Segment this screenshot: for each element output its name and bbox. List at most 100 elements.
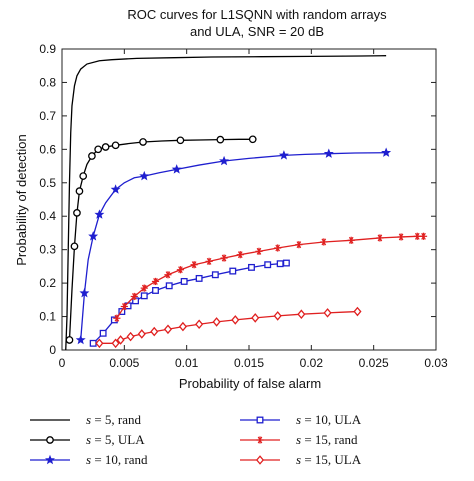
chart-title-line-2: and ULA, SNR = 20 dB <box>190 24 324 39</box>
data-point <box>94 145 103 154</box>
legend-label: s = 5, rand <box>86 412 141 427</box>
x-tick-label: 0.005 <box>109 356 139 370</box>
data-point <box>220 254 228 262</box>
x-tick-label: 0.01 <box>175 356 199 370</box>
legend-item: s = 15, ULA <box>240 452 362 467</box>
data-point <box>212 317 221 327</box>
legend-item: s = 5, rand <box>30 412 141 427</box>
data-point <box>320 238 328 246</box>
data-point <box>347 236 355 244</box>
data-point <box>150 326 159 337</box>
data-point <box>397 233 405 241</box>
legend-marker <box>256 416 264 424</box>
legend-item: s = 5, ULA <box>30 432 145 447</box>
plot-area <box>61 48 437 351</box>
data-point <box>171 164 182 174</box>
legend-item: s = 15, rand <box>240 432 358 447</box>
data-point <box>229 267 237 275</box>
legend-label: s = 5, ULA <box>86 432 145 447</box>
data-point <box>75 187 84 195</box>
data-point <box>126 331 135 342</box>
data-point <box>278 150 289 160</box>
y-tick-label: 0.8 <box>39 75 56 89</box>
series-s-5-ula <box>65 135 257 344</box>
data-point <box>353 306 362 317</box>
x-tick-label: 0.02 <box>300 356 324 370</box>
data-point <box>111 338 120 349</box>
data-point <box>295 241 303 249</box>
data-point <box>180 277 188 285</box>
data-point <box>419 232 428 240</box>
data-point <box>264 261 272 269</box>
data-point <box>139 170 150 181</box>
legend-label: s = 15, ULA <box>296 452 362 467</box>
data-point <box>79 172 88 180</box>
legend-label: s = 10, ULA <box>296 412 362 427</box>
data-point <box>130 292 138 301</box>
y-tick-label: 0.2 <box>39 276 56 290</box>
series-s-15-ula <box>95 306 362 349</box>
data-point <box>110 184 121 194</box>
data-point <box>151 277 160 286</box>
data-point <box>140 292 148 300</box>
data-point <box>274 244 282 252</box>
data-point <box>88 152 96 160</box>
data-point <box>190 261 198 269</box>
data-point <box>65 336 74 344</box>
y-tick-label: 0.9 <box>39 42 56 56</box>
data-point <box>216 135 225 144</box>
y-tick-label: 0.3 <box>39 243 56 257</box>
legend-label: s = 10, rand <box>86 452 148 467</box>
y-tick-label: 0.6 <box>39 142 56 156</box>
x-tick-label: 0.015 <box>234 356 264 370</box>
data-point <box>116 335 125 345</box>
series-s-15-rand <box>113 232 428 322</box>
data-point <box>205 257 213 265</box>
data-point <box>88 231 99 241</box>
data-point <box>73 209 81 217</box>
series-s-10-ula <box>89 259 290 347</box>
data-point <box>297 309 306 320</box>
data-point <box>70 242 79 251</box>
data-point <box>248 263 255 271</box>
data-point <box>178 321 187 332</box>
legend-label: s = 15, rand <box>296 432 358 447</box>
legend: s = 5, rand s = 5, ULA s = 10, rand s = 10,… <box>30 412 362 467</box>
data-point <box>113 314 121 322</box>
legend-marker <box>256 436 264 444</box>
series-line-s-15-rand <box>116 235 424 319</box>
data-point <box>195 319 204 330</box>
legend-marker <box>255 455 265 465</box>
y-tick-label: 0.7 <box>39 109 56 123</box>
legend-item: s = 10, rand <box>30 452 148 467</box>
data-point <box>163 324 173 335</box>
data-point <box>111 141 120 150</box>
y-tick-label: 0.1 <box>39 310 56 324</box>
legend-marker <box>45 454 55 465</box>
data-point <box>139 138 147 146</box>
x-axis-label: Probability of false alarm <box>179 376 321 391</box>
data-point <box>94 209 105 219</box>
series-layer <box>65 55 428 351</box>
x-tick-label: 0.03 <box>424 356 448 370</box>
series-s-5-rand <box>65 55 387 351</box>
data-point <box>176 266 185 274</box>
series-s-10-rand <box>75 147 392 345</box>
data-point <box>152 287 159 294</box>
data-point <box>231 315 240 325</box>
data-point <box>381 147 392 157</box>
series-line-s-10-rand <box>80 152 387 341</box>
data-point <box>276 260 284 268</box>
data-point <box>95 338 104 349</box>
data-point <box>248 135 257 144</box>
x-tick-label: 0 <box>59 356 66 370</box>
data-point <box>165 282 173 290</box>
legend-marker <box>46 436 54 444</box>
data-point <box>211 271 219 279</box>
data-point <box>137 329 146 339</box>
plot-frame <box>61 48 437 351</box>
series-line-s-5-ula <box>68 138 253 341</box>
series-line-s-5-rand <box>65 55 387 351</box>
x-tick-label: 0.025 <box>359 356 389 370</box>
